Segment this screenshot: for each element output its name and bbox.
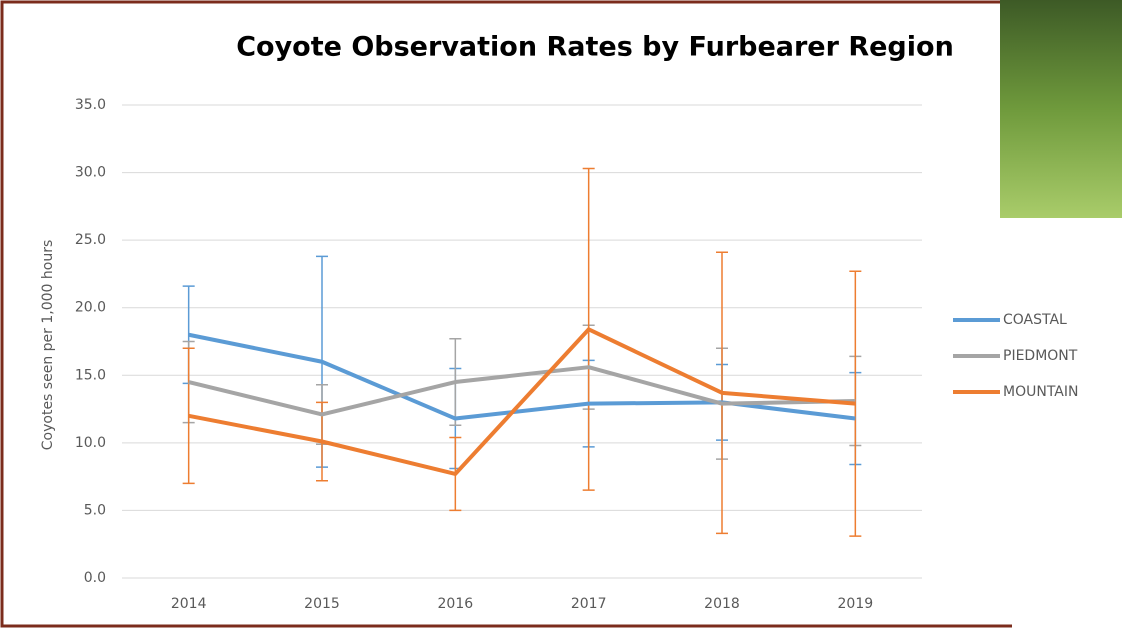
- series-line: [188, 365, 856, 417]
- chart-title: Coyote Observation Rates by Furbearer Re…: [236, 32, 954, 63]
- x-tick-label: 2015: [304, 596, 340, 612]
- legend-label: MOUNTAIN: [1003, 384, 1078, 400]
- y-tick-label: 15.0: [75, 367, 106, 383]
- y-tick-label: 5.0: [84, 502, 106, 518]
- x-tick-label: 2017: [571, 596, 607, 612]
- y-tick-label: 10.0: [75, 435, 106, 451]
- legend-label: PIEDMONT: [1003, 348, 1078, 364]
- series-line: [188, 327, 856, 476]
- y-axis-label: Coyotes seen per 1,000 hours: [40, 240, 56, 450]
- x-tick-label: 2016: [438, 596, 474, 612]
- y-tick-label: 35.0: [75, 97, 106, 113]
- x-tick-label: 2018: [704, 596, 740, 612]
- y-tick-label: 0.0: [84, 570, 106, 586]
- y-tick-label: 20.0: [75, 300, 106, 316]
- frame: [0, 0, 1012, 628]
- x-tick-label: 2014: [171, 596, 207, 612]
- legend-label: COASTAL: [1003, 312, 1067, 328]
- grass-photo: [1000, 0, 1122, 218]
- y-tick-label: 30.0: [75, 165, 106, 181]
- x-tick-label: 2019: [838, 596, 874, 612]
- y-tick-label: 25.0: [75, 232, 106, 248]
